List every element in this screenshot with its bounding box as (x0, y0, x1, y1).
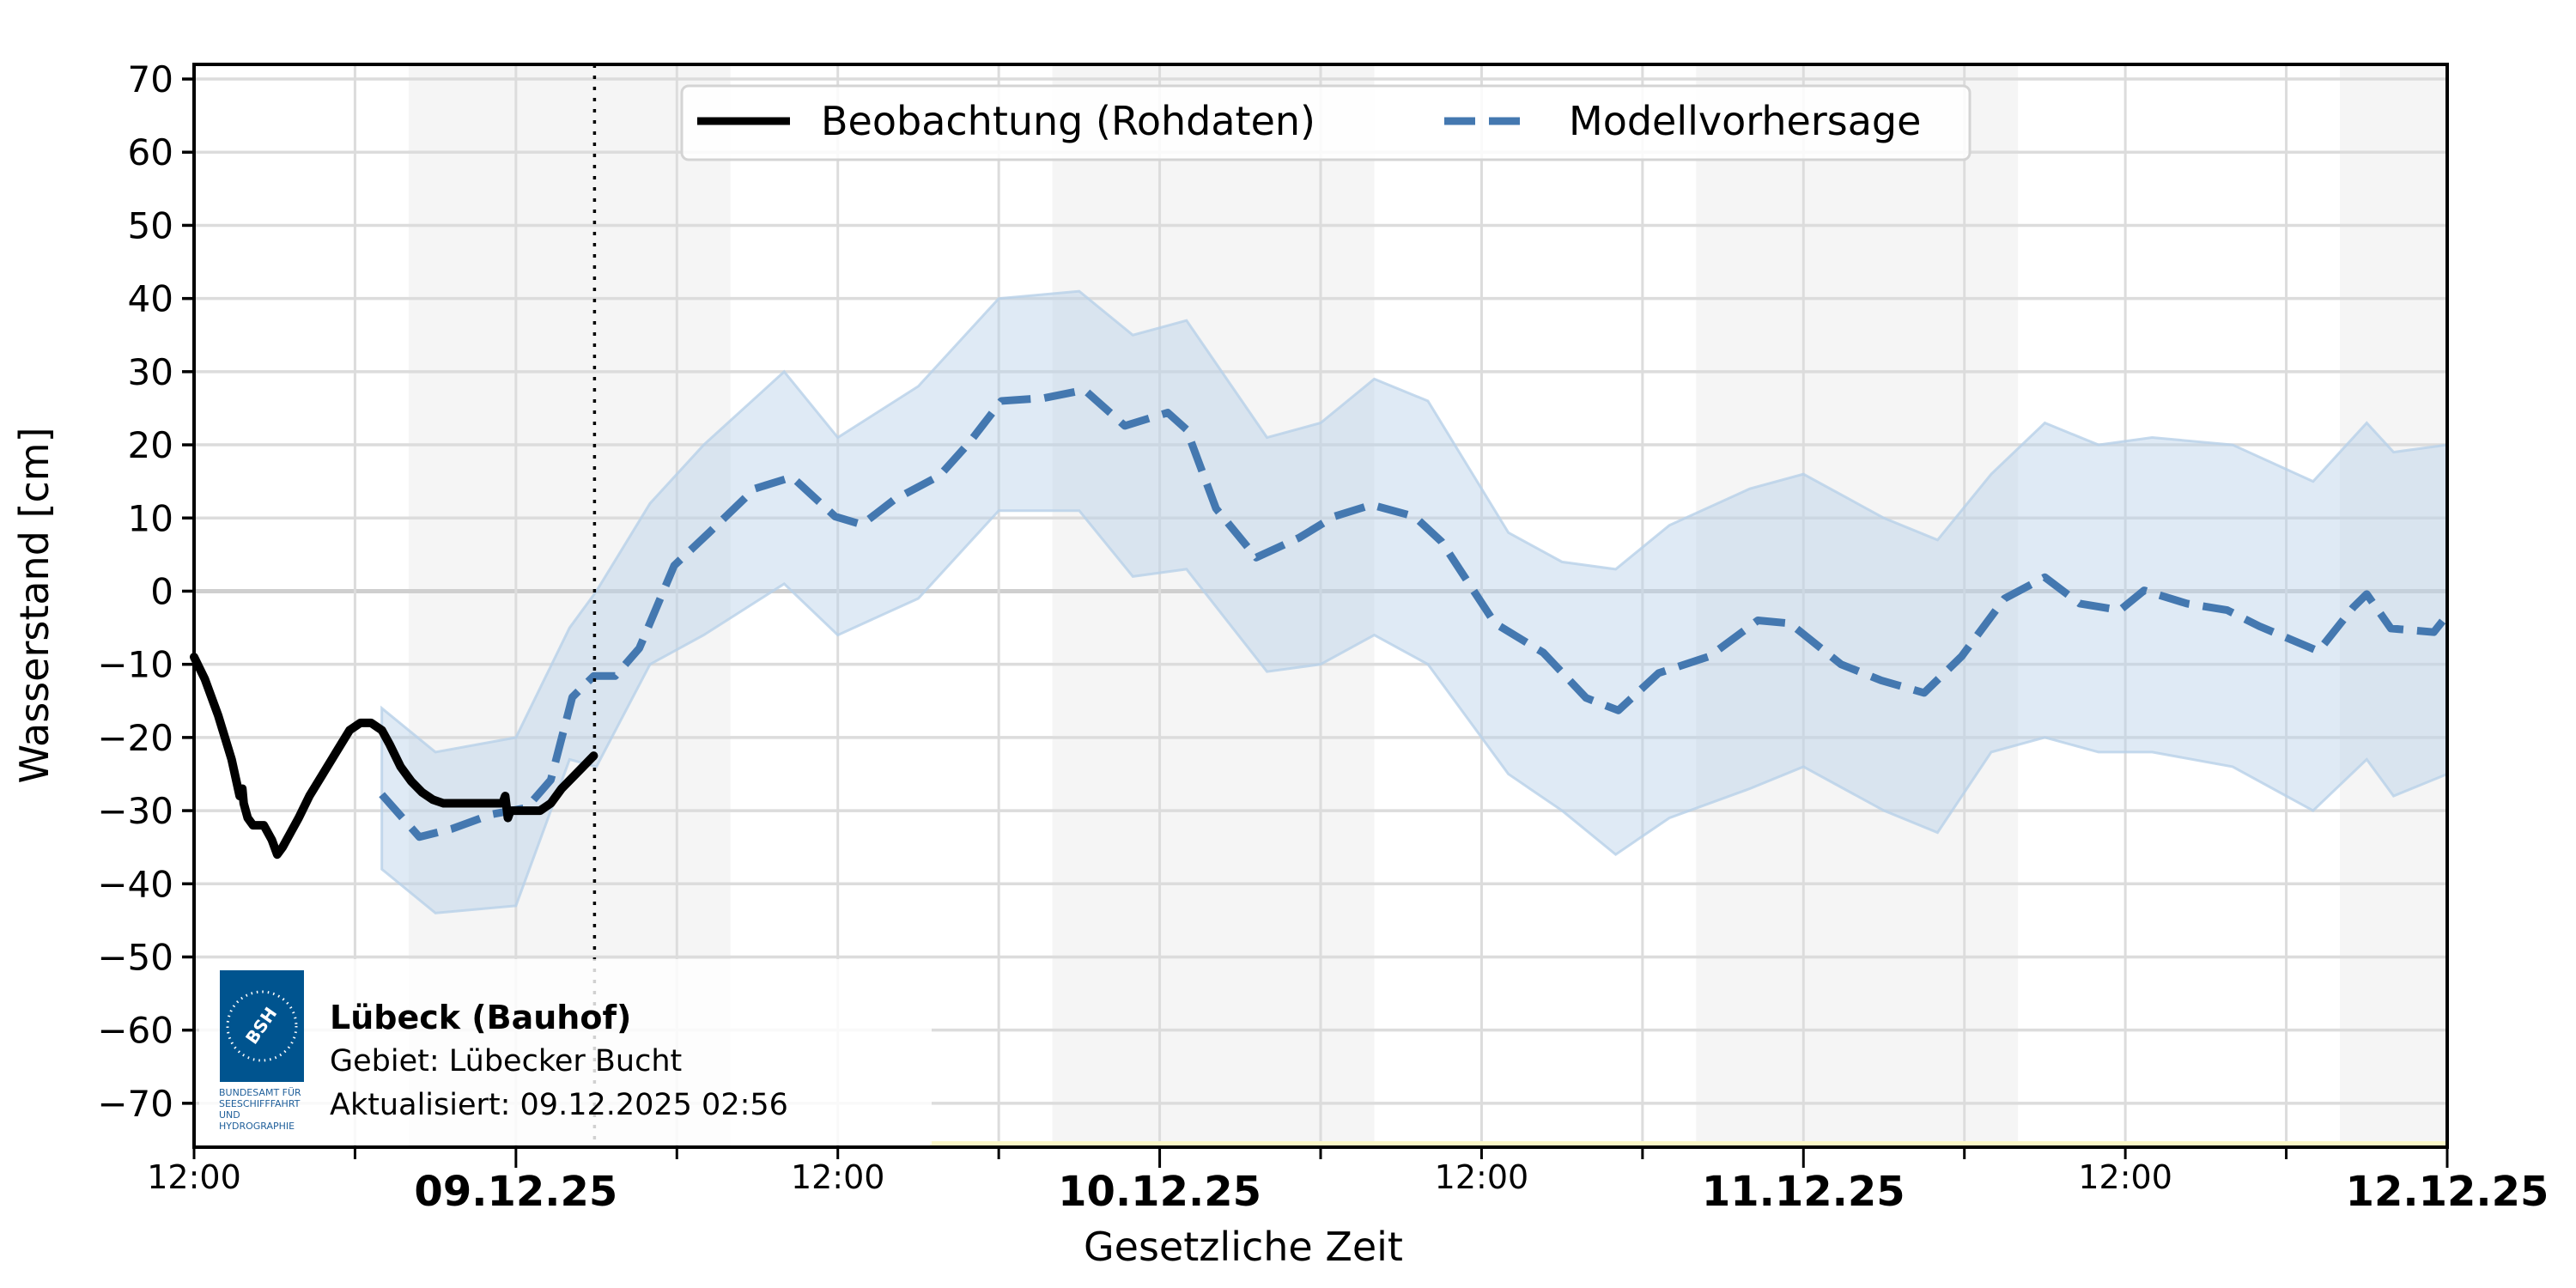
y-tick-label: 20 (128, 424, 173, 466)
y-tick-label: −40 (97, 863, 173, 905)
x-time-label: 12:00 (2078, 1158, 2172, 1196)
y-axis-title: Wasserstand [cm] (11, 427, 58, 783)
threshold-band (930, 1141, 2447, 1146)
x-date-label: 10.12.25 (1058, 1168, 1261, 1216)
y-tick-label: 40 (128, 278, 173, 320)
x-time-label: 12:00 (147, 1158, 241, 1196)
y-tick-label: −70 (97, 1083, 173, 1125)
logo-text-line-1: BUNDESAMT FÜR (219, 1087, 301, 1098)
x-axis: 12:00 09.12.25 12:00 10.12.25 12:00 11.12.25 1… (147, 1147, 2549, 1216)
x-time-label: 12:00 (1435, 1158, 1529, 1196)
observation-polyline (190, 653, 598, 860)
y-tick-label: 70 (128, 58, 173, 100)
forecast-polyline (379, 386, 2451, 841)
y-tick-label: −10 (97, 644, 173, 686)
y-tick-label: 50 (128, 204, 173, 246)
x-time-label: 12:00 (791, 1158, 885, 1196)
y-tick-label: −50 (97, 936, 173, 978)
logo-text-line-3: UND (219, 1109, 240, 1121)
logo-text-line-2: SEESCHIFFFAHRT (219, 1098, 301, 1109)
y-tick-label: 30 (128, 351, 173, 393)
y-tick-label: −60 (97, 1010, 173, 1052)
legend: Beobachtung (Rohdaten) Modellvorhersage (680, 84, 1971, 161)
x-axis-title: Gesetzliche Zeit (1084, 1224, 1403, 1270)
x-date-label: 11.12.25 (1702, 1168, 1905, 1216)
y-axis: 70 60 50 40 30 20 10 0 −10 −20 −30 −40 −50 −60 −70 (97, 58, 194, 1125)
legend-observation-label: Beobachtung (Rohdaten) (821, 98, 1315, 144)
station-area: Gebiet: Lübecker Bucht (330, 1044, 682, 1078)
station-name: Lübeck (Bauhof) (330, 999, 631, 1036)
y-tick-label: 60 (128, 131, 173, 173)
updated-timestamp: Aktualisiert: 09.12.2025 02:56 (330, 1088, 788, 1122)
y-tick-label: 10 (128, 497, 173, 539)
bsh-logo: BSH BUNDESAMT FÜR SEESCHIFFFAHRT UND HYD… (219, 970, 304, 1132)
y-tick-label: −30 (97, 790, 173, 832)
observation-line (190, 653, 598, 860)
logo-text-line-4: HYDROGRAPHIE (219, 1121, 295, 1132)
legend-forecast-label: Modellvorhersage (1569, 98, 1921, 144)
y-tick-label: −20 (97, 717, 173, 759)
x-date-label: 12.12.25 (2346, 1168, 2549, 1216)
forecast-line (379, 386, 2451, 841)
info-box: BSH BUNDESAMT FÜR SEESCHIFFFAHRT UND HYD… (199, 959, 932, 1145)
x-date-label: 09.12.25 (414, 1168, 617, 1216)
y-tick-label: 0 (150, 570, 173, 612)
